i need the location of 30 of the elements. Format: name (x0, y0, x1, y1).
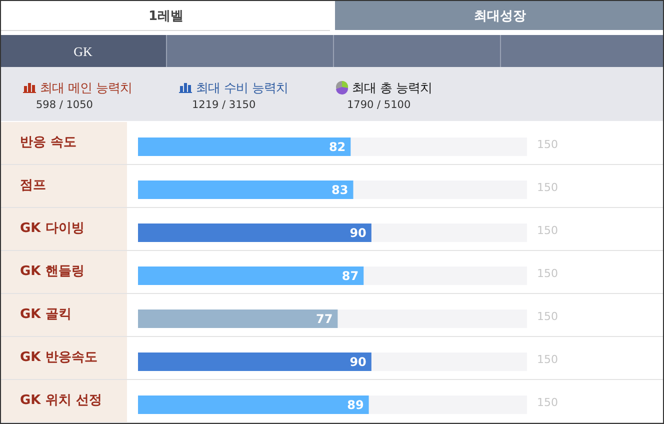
y-tick-label: GK 반응속도 (20, 350, 98, 365)
text: 1레벨 (148, 9, 184, 24)
text: 150 (537, 266, 558, 280)
text: 150 (537, 224, 558, 237)
text: 1790 / 5100 (347, 99, 411, 111)
text: 최대 수비 능력치 (196, 81, 288, 95)
text: 150 (537, 180, 558, 194)
text: 150 (537, 310, 558, 323)
data-label: 89 (347, 398, 364, 412)
text: 150 (537, 396, 558, 409)
data-label: 87 (342, 269, 359, 284)
data-label: 82 (328, 140, 346, 154)
text: 1219 / 3150 (192, 99, 256, 111)
y-tick-label: 점프 (20, 178, 46, 193)
text: 150 (537, 138, 558, 151)
data-label: 83 (332, 183, 348, 198)
text: 최대성장 (474, 9, 526, 24)
text: GK (74, 44, 93, 59)
y-tick-label: GK 다이빙 (20, 221, 84, 236)
data-label: 90 (350, 226, 366, 240)
y-tick-label: GK 핸들링 (20, 264, 84, 279)
text: 150 (537, 352, 558, 366)
text: 최대 메인 능력치 (40, 81, 132, 95)
y-tick-label: 반응 속도 (20, 135, 77, 150)
text: 최대 총 능력치 (352, 81, 432, 95)
data-label: 90 (350, 355, 366, 370)
data-label: 77 (316, 312, 333, 326)
text: 598 / 1050 (36, 99, 93, 111)
y-tick-label: GK 골킥 (20, 307, 72, 322)
y-tick-label: GK 위치 선정 (20, 393, 102, 408)
